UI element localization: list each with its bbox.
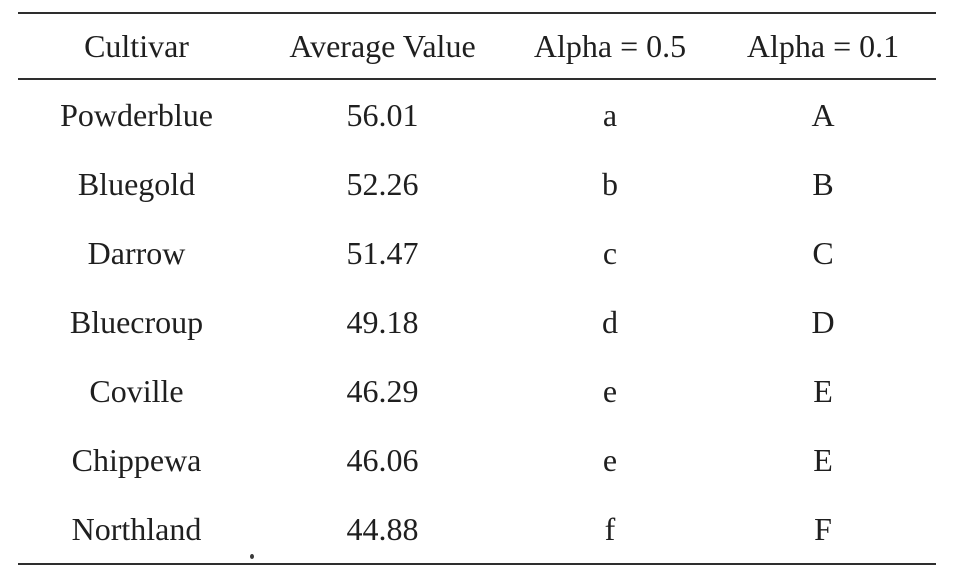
table-row: Northland 44.88 f F bbox=[18, 494, 936, 564]
cell-alpha-01: D bbox=[811, 303, 835, 340]
cell-alpha-05: e bbox=[602, 372, 618, 409]
column-header-alpha-05: Alpha = 0.5 bbox=[510, 13, 710, 80]
cell-alpha-05: c bbox=[602, 234, 618, 271]
table-row: Darrow 51.47 c C bbox=[18, 218, 936, 287]
stray-dot-artifact bbox=[250, 554, 254, 559]
cell-average-value: 44.88 bbox=[346, 510, 419, 547]
table-row: Bluecroup 49.18 d D bbox=[18, 287, 936, 356]
cell-average-value: 56.01 bbox=[346, 96, 419, 133]
cell-cultivar: Powderblue bbox=[60, 96, 213, 133]
cell-alpha-01: B bbox=[812, 165, 834, 202]
table-row: Powderblue 56.01 a A bbox=[18, 79, 936, 149]
cultivar-comparison-table: Cultivar Average Value Alpha = 0.5 Alpha… bbox=[18, 12, 936, 565]
cell-alpha-01: E bbox=[813, 372, 833, 409]
cell-alpha-01: F bbox=[814, 510, 832, 547]
table-row: Bluegold 52.26 b B bbox=[18, 149, 936, 218]
cell-alpha-05: e bbox=[602, 441, 618, 478]
cell-cultivar: Bluegold bbox=[77, 165, 196, 202]
cell-alpha-01: C bbox=[812, 234, 834, 271]
column-header-cultivar: Cultivar bbox=[18, 13, 255, 80]
cell-alpha-05: a bbox=[602, 96, 618, 133]
cell-alpha-01: A bbox=[811, 96, 835, 133]
cell-average-value: 51.47 bbox=[346, 234, 419, 271]
cell-average-value: 52.26 bbox=[346, 165, 419, 202]
table-row: Chippewa 46.06 e E bbox=[18, 425, 936, 494]
table-header: Cultivar Average Value Alpha = 0.5 Alpha… bbox=[18, 13, 936, 80]
header-row: Cultivar Average Value Alpha = 0.5 Alpha… bbox=[18, 13, 936, 80]
cell-cultivar: Bluecroup bbox=[69, 303, 204, 340]
table-row: Coville 46.29 e E bbox=[18, 356, 936, 425]
cell-cultivar: Darrow bbox=[87, 234, 186, 271]
cell-alpha-05: f bbox=[604, 510, 616, 547]
cell-cultivar: Coville bbox=[89, 372, 184, 409]
cell-average-value: 46.29 bbox=[346, 372, 419, 409]
cell-alpha-05: b bbox=[602, 165, 618, 202]
cell-cultivar: Chippewa bbox=[71, 441, 202, 478]
cell-average-value: 49.18 bbox=[346, 303, 419, 340]
table-body: Powderblue 56.01 a A Bluegold 52.26 b B … bbox=[18, 79, 936, 564]
cell-alpha-01: E bbox=[813, 441, 833, 478]
cell-average-value: 46.06 bbox=[346, 441, 419, 478]
cell-alpha-05: d bbox=[602, 303, 618, 340]
cell-cultivar: Northland bbox=[71, 510, 202, 547]
column-header-average-value: Average Value bbox=[255, 13, 510, 80]
column-header-alpha-01: Alpha = 0.1 bbox=[710, 13, 936, 80]
